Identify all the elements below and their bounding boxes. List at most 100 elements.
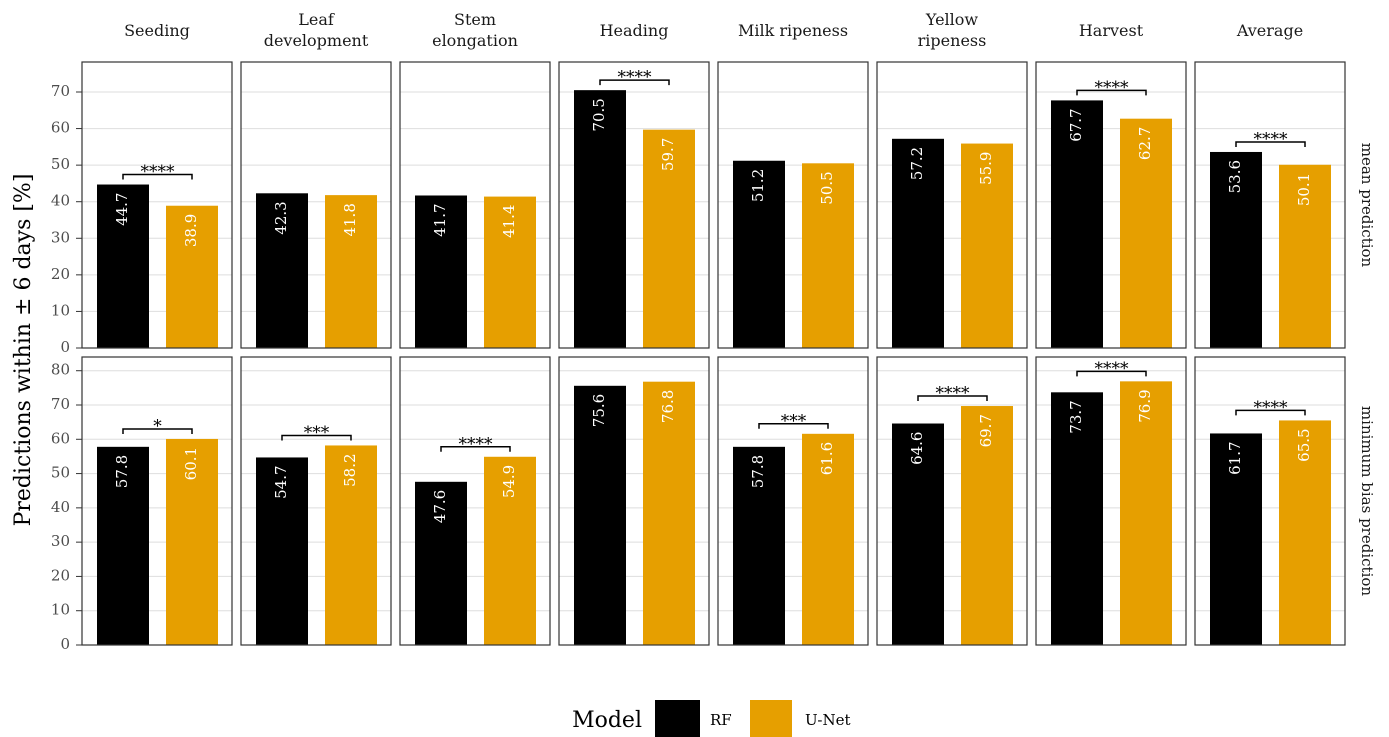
significance-label: **** (1254, 129, 1289, 149)
panel-border (717, 356, 869, 646)
value-label: 73.7 (1067, 400, 1085, 433)
facet-title-text: Milk ripeness (737, 20, 849, 40)
significance-bracket (1235, 141, 1306, 147)
panel-border (1194, 356, 1346, 646)
y-tick-label: 50 (51, 464, 70, 482)
legend-label: RF (710, 711, 732, 729)
legend-title: Model (572, 708, 642, 733)
legend-swatch (655, 700, 700, 737)
significance-bracket (122, 173, 193, 180)
significance-label: **** (936, 384, 971, 404)
panel-border (81, 356, 233, 646)
value-label: 42.3 (272, 201, 290, 234)
bar (733, 446, 785, 645)
significance-label: *** (781, 411, 807, 431)
value-label: 51.2 (749, 169, 767, 202)
row-label: minimum bias prediction (1358, 406, 1376, 596)
panel-border (717, 61, 869, 349)
facet-title-text: Harvest (1078, 20, 1144, 40)
significance-label: **** (1254, 398, 1289, 418)
bar (802, 163, 854, 348)
value-label: 57.8 (113, 455, 131, 488)
value-label: 55.9 (977, 152, 995, 185)
value-label: 38.9 (182, 214, 200, 247)
value-label: 41.8 (341, 203, 359, 236)
value-label: 41.7 (431, 203, 449, 236)
facet-title: Seeding (82, 4, 232, 56)
value-label: 64.6 (908, 432, 926, 465)
value-label: 61.6 (818, 442, 836, 475)
bar (325, 445, 377, 645)
facet-title: Yellow ripeness (877, 4, 1027, 56)
bar (166, 205, 218, 348)
y-tick-label: 30 (51, 228, 70, 246)
y-tick-label: 20 (51, 265, 70, 283)
value-label: 57.2 (908, 147, 926, 180)
bar (733, 160, 785, 348)
y-axis-label: Predictions within ± 6 days [%] (11, 174, 36, 527)
y-tick-label: 80 (51, 361, 70, 379)
bar (1120, 118, 1172, 348)
bar (484, 456, 536, 645)
y-tick-label: 10 (51, 601, 70, 619)
bar (256, 457, 308, 645)
panel-border (240, 356, 392, 646)
bar (256, 193, 308, 348)
bar (643, 129, 695, 348)
value-label: 59.7 (659, 138, 677, 171)
panel-border (558, 61, 710, 349)
value-label: 67.7 (1067, 108, 1085, 141)
significance-bracket (281, 434, 352, 441)
significance-label: **** (1095, 78, 1130, 98)
value-label: 70.5 (590, 98, 608, 131)
panel-border (876, 356, 1028, 646)
panel-border (399, 61, 551, 349)
value-label: 58.2 (341, 453, 359, 486)
bar (1120, 381, 1172, 645)
y-tick-label: 70 (51, 82, 70, 100)
value-label: 47.6 (431, 490, 449, 523)
y-tick-label: 0 (60, 635, 70, 653)
value-label: 54.7 (272, 465, 290, 498)
y-tick-label: 10 (51, 301, 70, 319)
panel-border (81, 61, 233, 349)
significance-label: **** (618, 68, 653, 88)
facet-title: Heading (559, 4, 709, 56)
bar (643, 381, 695, 645)
significance-bracket (122, 428, 193, 434)
value-label: 44.7 (113, 193, 131, 226)
significance-bracket (758, 423, 829, 429)
facet-title-text: Leaf development (263, 10, 369, 50)
y-tick-label: 40 (51, 498, 70, 516)
legend-label: U-Net (805, 711, 850, 729)
facet-title-text: Stem elongation (432, 10, 518, 50)
bar (574, 90, 626, 348)
significance-label: **** (459, 434, 494, 454)
significance-label: **** (1095, 359, 1130, 379)
facet-title: Milk ripeness (718, 4, 868, 56)
facet-title-text: Average (1236, 20, 1304, 40)
bar (892, 423, 944, 645)
bar (484, 196, 536, 348)
y-tick-label: 50 (51, 155, 70, 173)
facet-title-text: Heading (599, 20, 669, 40)
y-tick-label: 0 (60, 338, 70, 356)
facet-title: Average (1195, 4, 1345, 56)
value-label: 53.6 (1226, 160, 1244, 193)
significance-label: * (153, 416, 162, 436)
bar (574, 385, 626, 645)
bar (1210, 433, 1262, 645)
y-tick-label: 40 (51, 192, 70, 210)
bar (1051, 392, 1103, 645)
significance-label: **** (141, 162, 176, 182)
panel-border (399, 356, 551, 646)
value-label: 54.9 (500, 465, 518, 498)
y-tick-label: 70 (51, 395, 70, 413)
value-label: 41.4 (500, 205, 518, 238)
bar (97, 446, 149, 645)
bar (1051, 100, 1103, 348)
row-label: mean prediction (1358, 143, 1376, 268)
value-label: 57.8 (749, 455, 767, 488)
legend-swatch (750, 700, 792, 737)
significance-bracket (440, 446, 511, 452)
